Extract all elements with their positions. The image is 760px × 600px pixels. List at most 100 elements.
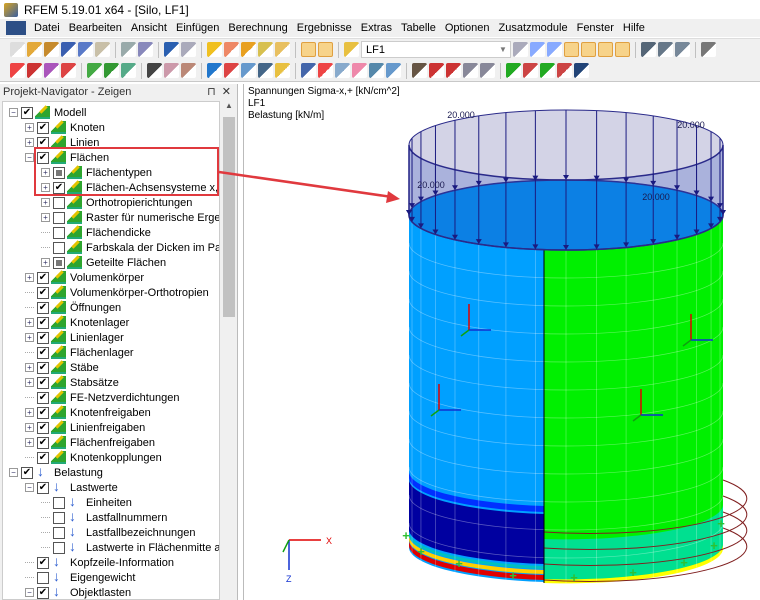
toolbar-icon-tb2-21[interactable] (335, 63, 350, 78)
tree-item[interactable]: + ✔ Linien (25, 135, 99, 150)
expand-icon[interactable]: + (25, 438, 34, 447)
menu-8[interactable]: Optionen (444, 22, 490, 34)
toolbar-icon-tb1-30[interactable] (615, 42, 630, 57)
menu-5[interactable]: Ergebnisse (296, 22, 352, 34)
menu-9[interactable]: Zusatzmodule (498, 22, 568, 34)
toolbar-icon-tb2-23[interactable] (369, 63, 384, 78)
checkbox[interactable] (53, 496, 65, 509)
collapse-icon[interactable]: − (9, 108, 18, 117)
menu-4[interactable]: Berechnung (228, 22, 288, 34)
toolbar-icon-tb2-5[interactable] (87, 63, 102, 78)
toolbar-icon-tb1-32[interactable] (641, 42, 656, 57)
toolbar-icon-tb2-19[interactable] (301, 63, 316, 78)
tree-item[interactable]: + Raster für numerische Ergebnis (41, 210, 219, 225)
checkbox[interactable]: ✔ (37, 376, 49, 389)
toolbar-icon-tb2-3[interactable] (61, 63, 76, 78)
close-icon[interactable]: ✕ (221, 86, 231, 98)
tree-item[interactable]: + ✔ Knotenlager (25, 315, 129, 330)
tree-item[interactable]: ✔ Flächenlager (25, 345, 134, 360)
tree-item[interactable]: − ✔ Modell (9, 105, 86, 120)
tree-item[interactable]: − ✔ Flächen (25, 150, 109, 165)
toolbar-icon-tb1-3[interactable] (61, 42, 76, 57)
menu-10[interactable]: Fenster (576, 22, 614, 34)
expand-icon[interactable]: + (25, 333, 34, 342)
tree-item[interactable]: −✔ Belastung (9, 463, 103, 480)
toolbar-icon-tb2-24[interactable] (386, 63, 401, 78)
checkbox[interactable] (53, 526, 65, 539)
checkbox[interactable]: ✔ (37, 436, 49, 449)
checkbox[interactable]: ✔ (37, 391, 49, 404)
3d-viewport[interactable]: Spannungen Sigma-x,+ [kN/cm^2] LF1 Belas… (243, 84, 760, 600)
toolbar-icon-tb1-25[interactable] (530, 42, 545, 57)
toolbar-icon-tb1-26[interactable] (547, 42, 562, 57)
pin-icon[interactable]: ⊓ (207, 86, 216, 98)
checkbox[interactable]: ✔ (37, 301, 49, 314)
tree-item[interactable]: + ✔ Knoten (25, 120, 105, 135)
tree-item[interactable]: + ✔ Stabsätze (25, 375, 119, 390)
toolbar-icon-tb2-1[interactable] (27, 63, 42, 78)
menu-11[interactable]: Hilfe (622, 22, 645, 34)
checkbox[interactable]: ✔ (21, 106, 33, 119)
toolbar-icon-tb2-34[interactable] (540, 63, 555, 78)
checkbox[interactable] (53, 211, 65, 224)
toolbar-icon-tb2-26[interactable] (412, 63, 427, 78)
tree-item[interactable]: + ✔ Flächenfreigaben (25, 435, 155, 450)
toolbar-icon-tb1-28[interactable] (581, 42, 596, 57)
checkbox[interactable] (53, 511, 65, 524)
toolbar-icon-tb2-2[interactable] (44, 63, 59, 78)
expand-icon[interactable]: + (41, 198, 50, 207)
tree-item[interactable]: Lastfallnummern (41, 508, 167, 525)
toolbar-icon-tb2-7[interactable] (121, 63, 136, 78)
toolbar-icon-tb1-24[interactable] (513, 42, 528, 57)
toolbar-icon-tb2-0[interactable] (10, 63, 25, 78)
tree-item[interactable]: Lastwerte in Flächenmitte anzei (41, 538, 219, 555)
tree-item[interactable]: −✔ Objektlasten (25, 583, 131, 599)
expand-icon[interactable]: + (25, 123, 34, 132)
scroll-up-icon[interactable]: ▲ (225, 101, 233, 110)
tree-item[interactable]: + ✔ Linienfreigaben (25, 420, 145, 435)
checkbox[interactable]: ✔ (37, 316, 49, 329)
tree-item[interactable]: ✔ Öffnungen (25, 300, 121, 315)
toolbar-icon-tb2-13[interactable] (207, 63, 222, 78)
toolbar-icon-tb1-8[interactable] (138, 42, 153, 57)
tree-item[interactable]: Flächendicke (41, 225, 151, 240)
tree-item[interactable]: Farbskala der Dicken im Panel (41, 240, 219, 255)
toolbar-icon-tb2-16[interactable] (258, 63, 273, 78)
tree-item[interactable]: ✔ Kopfzeile-Information (25, 553, 174, 570)
toolbar-icon-tb1-36[interactable] (701, 42, 716, 57)
collapse-icon[interactable]: − (25, 153, 34, 162)
tree-item[interactable]: + Orthotropierichtungen (41, 195, 192, 210)
menu-3[interactable]: Einfügen (175, 22, 220, 34)
tree-item[interactable]: + ✔ Linienlager (25, 330, 124, 345)
toolbar-icon-tb2-14[interactable] (224, 63, 239, 78)
checkbox[interactable] (53, 226, 65, 239)
checkbox[interactable]: ✔ (37, 286, 49, 299)
checkbox[interactable]: ✔ (21, 466, 33, 479)
collapse-icon[interactable]: − (25, 588, 34, 597)
tree-item[interactable]: ✔ Volumenkörper-Orthotropien (25, 285, 209, 300)
checkbox[interactable]: ✔ (37, 346, 49, 359)
expand-icon[interactable]: + (41, 258, 50, 267)
toolbar-icon-tb2-29[interactable] (463, 63, 478, 78)
toolbar-icon-tb1-20[interactable] (318, 42, 333, 57)
tree-item[interactable]: + ✔ Flächen-Achsensysteme x,y,z (41, 180, 219, 195)
checkbox[interactable] (53, 541, 65, 554)
toolbar-icon-tb2-27[interactable] (429, 63, 444, 78)
scroll-thumb[interactable] (223, 117, 235, 317)
tree-item[interactable]: + Flächentypen (41, 165, 152, 180)
navigator-scrollbar[interactable]: ▲ (222, 101, 236, 600)
tree-item[interactable]: ✔ FE-Netzverdichtungen (25, 390, 179, 405)
toolbar-icon-tb2-9[interactable] (147, 63, 162, 78)
checkbox[interactable]: ✔ (37, 271, 49, 284)
checkbox[interactable]: ✔ (37, 481, 49, 494)
checkbox[interactable]: ✔ (37, 151, 49, 164)
checkbox[interactable] (37, 571, 49, 584)
toolbar-icon-tb1-34[interactable] (675, 42, 690, 57)
collapse-icon[interactable]: − (25, 483, 34, 492)
toolbar-icon-tb2-35[interactable] (557, 63, 572, 78)
checkbox[interactable] (53, 256, 65, 269)
toolbar-icon-tb1-2[interactable] (44, 42, 59, 57)
toolbar-icon-tb1-27[interactable] (564, 42, 579, 57)
toolbar-icon-tb2-6[interactable] (104, 63, 119, 78)
tree-item[interactable]: Einheiten (41, 493, 132, 510)
